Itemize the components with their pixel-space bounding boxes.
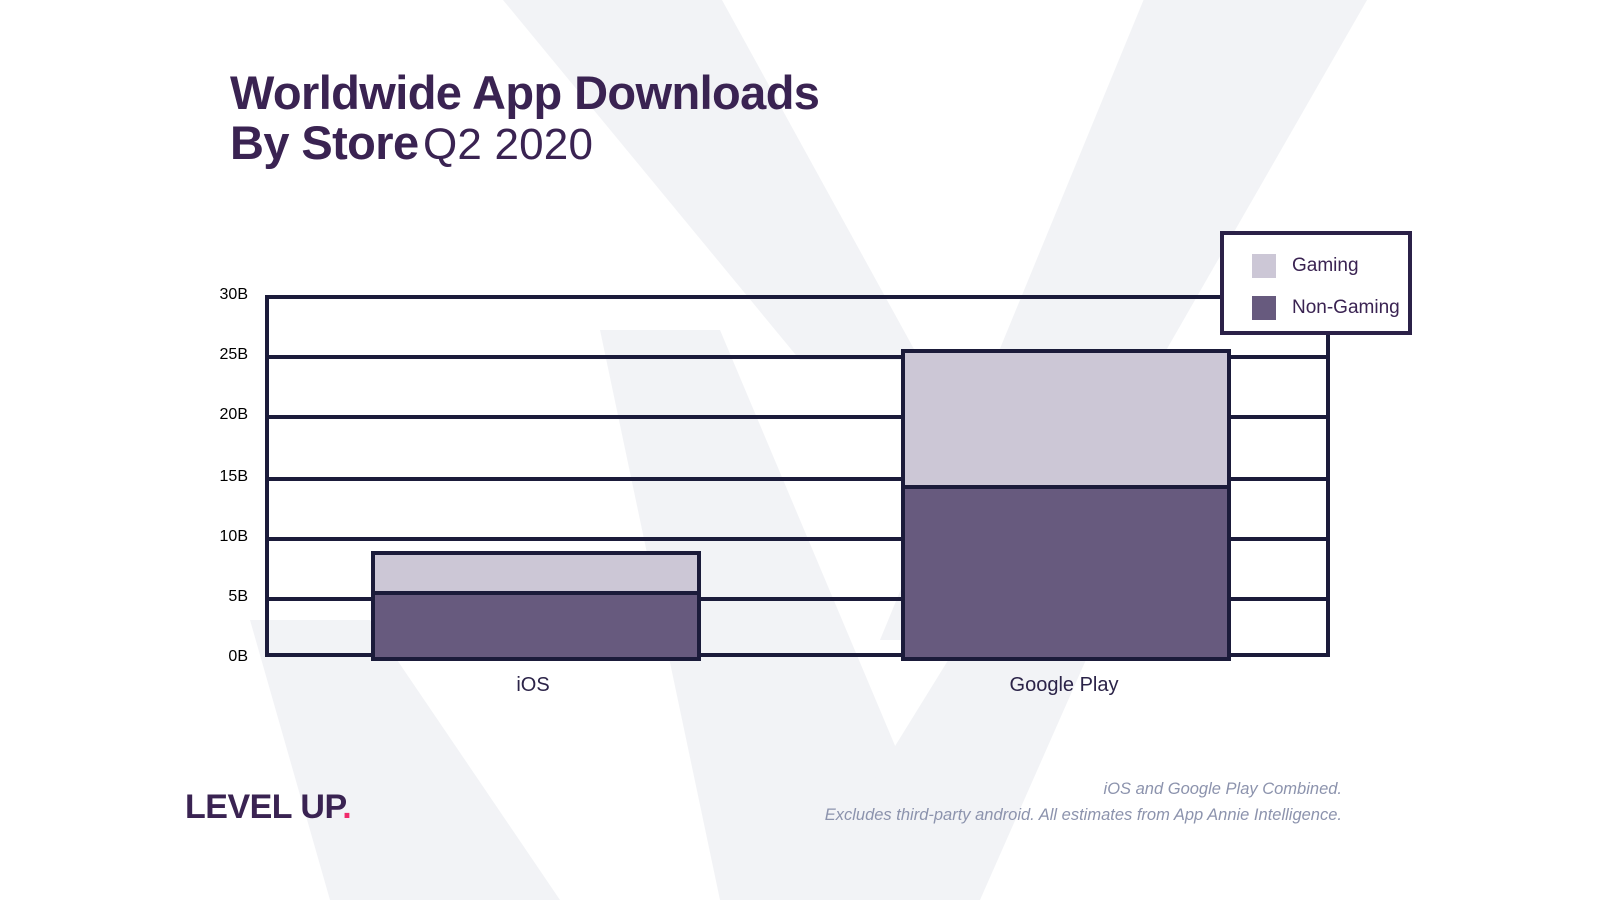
bar-google-play-gaming-segment xyxy=(905,353,1227,489)
legend-label-gaming: Gaming xyxy=(1292,255,1359,276)
y-tick-25b: 25B xyxy=(219,346,248,363)
y-tick-20b: 20B xyxy=(219,406,248,423)
bar-ios-nongaming-segment xyxy=(375,595,697,657)
legend-swatch-non-gaming xyxy=(1252,296,1276,320)
page-title: Worldwide App Downloads By Store Q2 2020 xyxy=(230,66,820,169)
x-label-ios: iOS xyxy=(516,674,550,696)
bar-ios[interactable] xyxy=(371,551,701,661)
title-subject: By Store xyxy=(230,115,419,169)
bar-ios-gaming-segment xyxy=(375,555,697,595)
legend-label-non-gaming: Non-Gaming xyxy=(1292,297,1400,318)
y-tick-5b: 5B xyxy=(228,588,248,605)
x-label-google-play: Google Play xyxy=(1009,674,1119,696)
logo-text: LEVEL UP xyxy=(185,788,343,826)
legend-item-non-gaming[interactable]: Non-Gaming xyxy=(1252,287,1408,329)
y-tick-30b: 30B xyxy=(219,286,248,303)
title-line-1: Worldwide App Downloads xyxy=(230,66,820,119)
level-up-logo: LEVEL UP. xyxy=(185,788,352,827)
logo-dot: . xyxy=(342,788,352,826)
bar-google-play-nongaming-segment xyxy=(905,489,1227,657)
title-main: Worldwide App Downloads xyxy=(230,66,820,119)
legend-swatch-gaming xyxy=(1252,254,1276,278)
footnote: iOS and Google Play Combined. Excludes t… xyxy=(825,777,1342,828)
footnote-line-1: iOS and Google Play Combined. xyxy=(1103,780,1342,798)
title-line-2: By Store Q2 2020 xyxy=(230,115,819,169)
footnote-line-2: Excludes third-party android. All estima… xyxy=(824,805,1342,824)
legend-item-gaming[interactable]: Gaming xyxy=(1252,245,1408,287)
title-period: Q2 2020 xyxy=(422,119,594,169)
chart-legend: Gaming Non-Gaming xyxy=(1220,231,1412,335)
y-tick-0b: 0B xyxy=(228,648,248,665)
y-tick-10b: 10B xyxy=(219,528,248,545)
bar-google-play[interactable] xyxy=(901,349,1231,661)
y-tick-15b: 15B xyxy=(219,468,248,485)
